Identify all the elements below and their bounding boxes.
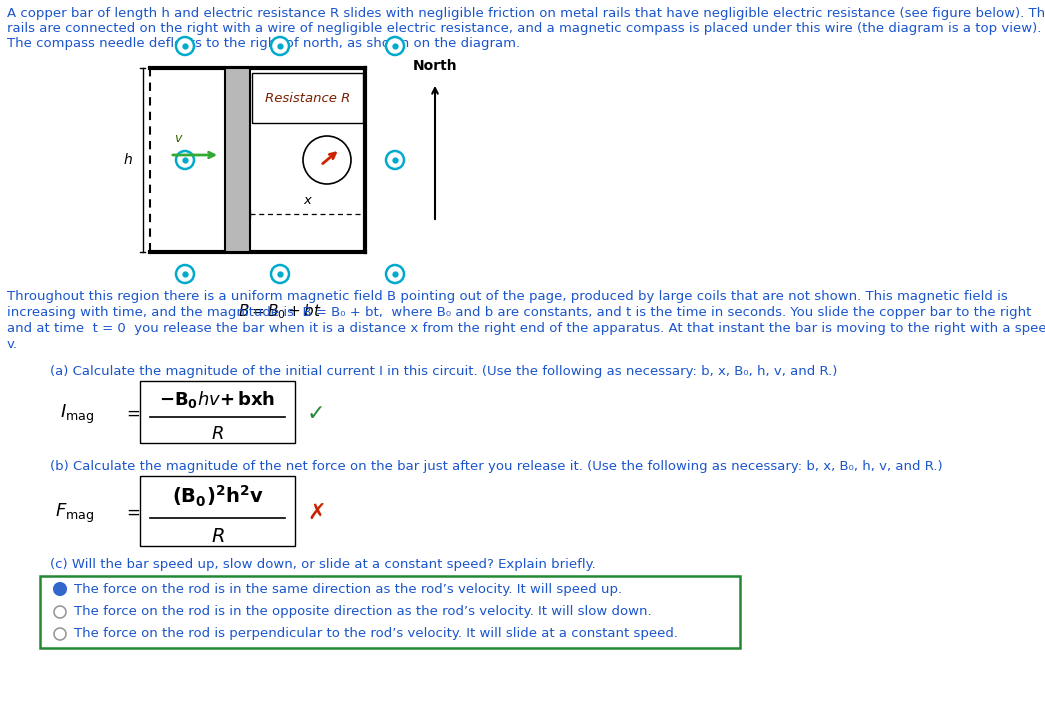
Text: v.: v. <box>7 338 18 351</box>
Circle shape <box>271 265 289 283</box>
Bar <box>140 381 295 443</box>
Text: (a) Calculate the magnitude of the initial current I in this circuit. (Use the f: (a) Calculate the magnitude of the initi… <box>50 365 837 378</box>
Bar <box>140 476 295 546</box>
Text: ✗: ✗ <box>307 503 326 523</box>
Text: The force on the rod is in the opposite direction as the rod’s velocity. It will: The force on the rod is in the opposite … <box>74 606 652 618</box>
Text: $F_\mathrm{mag}$: $F_\mathrm{mag}$ <box>55 501 94 525</box>
Text: $\mathbf{(B_0)^2h^2v}$: $\mathbf{(B_0)^2h^2v}$ <box>171 484 263 508</box>
Text: rails are connected on the right with a wire of negligible electric resistance, : rails are connected on the right with a … <box>7 22 1042 35</box>
Circle shape <box>54 583 66 595</box>
Text: The compass needle deflects to the right of north, as shown on the diagram.: The compass needle deflects to the right… <box>7 37 520 50</box>
Text: North: North <box>413 59 458 73</box>
Circle shape <box>176 265 194 283</box>
Bar <box>225 68 250 252</box>
Circle shape <box>386 37 404 55</box>
Text: $R$: $R$ <box>211 425 224 443</box>
Bar <box>40 576 740 648</box>
Text: The force on the rod is perpendicular to the rod’s velocity. It will slide at a : The force on the rod is perpendicular to… <box>74 628 678 640</box>
Text: $B = B_0 + bt$: $B = B_0 + bt$ <box>238 302 322 321</box>
Text: v: v <box>175 132 182 145</box>
Text: ✓: ✓ <box>307 404 326 424</box>
Text: Throughout this region there is a uniform magnetic field B pointing out of the p: Throughout this region there is a unifor… <box>7 290 1007 303</box>
Bar <box>252 73 363 123</box>
Text: The force on the rod is in the same direction as the rod’s velocity. It will spe: The force on the rod is in the same dire… <box>74 582 622 595</box>
Circle shape <box>54 606 66 618</box>
Text: A copper bar of length h and electric resistance R slides with negligible fricti: A copper bar of length h and electric re… <box>7 7 1045 20</box>
Circle shape <box>303 136 351 184</box>
Text: h: h <box>123 153 132 167</box>
Text: $I_\mathrm{mag}$: $I_\mathrm{mag}$ <box>60 402 94 426</box>
Circle shape <box>54 628 66 640</box>
Text: (b) Calculate the magnitude of the net force on the bar just after you release i: (b) Calculate the magnitude of the net f… <box>50 460 943 473</box>
Text: increasing with time, and the magnitude is  B = B₀ + bt,  where B₀ and b are con: increasing with time, and the magnitude … <box>7 306 1031 319</box>
Text: $R$: $R$ <box>211 527 225 546</box>
Text: =: = <box>126 504 140 522</box>
Circle shape <box>271 37 289 55</box>
Text: x: x <box>303 194 311 207</box>
Circle shape <box>386 151 404 169</box>
Text: =: = <box>126 405 140 423</box>
Text: Resistance R: Resistance R <box>264 92 350 104</box>
Circle shape <box>176 37 194 55</box>
Text: and at time  t = 0  you release the bar when it is a distance x from the right e: and at time t = 0 you release the bar wh… <box>7 322 1045 335</box>
Circle shape <box>176 151 194 169</box>
Text: (c) Will the bar speed up, slow down, or slide at a constant speed? Explain brie: (c) Will the bar speed up, slow down, or… <box>50 558 596 571</box>
Circle shape <box>386 265 404 283</box>
Text: $\mathbf{-B_0}hv\mathbf{+\,bxh}$: $\mathbf{-B_0}hv\mathbf{+\,bxh}$ <box>160 388 276 409</box>
